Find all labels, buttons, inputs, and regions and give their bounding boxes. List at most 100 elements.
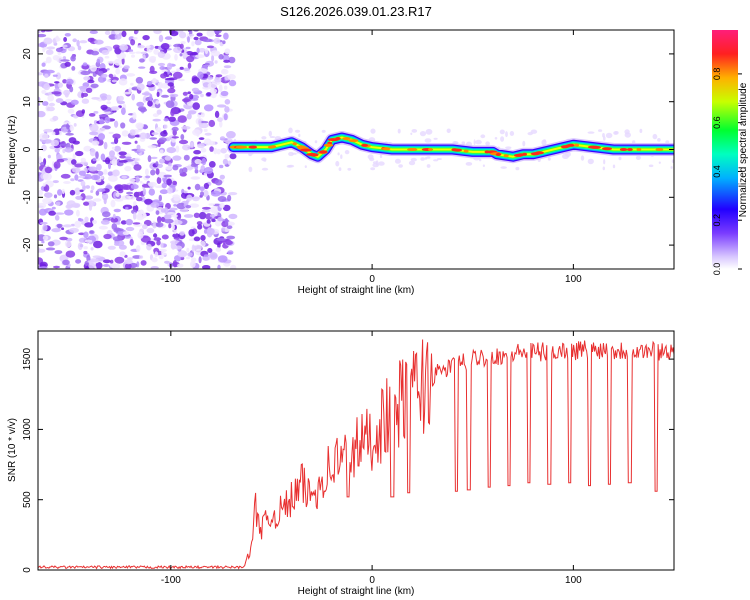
noise-speckle [65, 250, 76, 258]
noise-speckle [214, 110, 220, 118]
noise-speckle [199, 120, 209, 124]
noise-speckle [191, 41, 195, 47]
halo-speckle [424, 138, 432, 143]
noise-speckle [153, 237, 162, 241]
halo-speckle [598, 129, 603, 132]
noise-speckle [200, 147, 207, 153]
spectrogram-y-ticks: -20 -10 0 10 20 [22, 48, 674, 252]
noise-speckle [174, 53, 178, 61]
halo-speckle [473, 139, 476, 146]
noise-speckle [169, 30, 179, 37]
noise-speckle [230, 264, 237, 269]
noise-speckle [95, 262, 103, 269]
noise-speckle [203, 254, 209, 257]
halo-speckle [603, 136, 606, 141]
noise-speckle [43, 83, 51, 91]
noise-speckle [112, 169, 120, 177]
noise-speckle [92, 255, 102, 259]
noise-speckle [92, 157, 97, 162]
halo-speckle [505, 131, 508, 138]
noise-speckle [186, 247, 190, 253]
noise-speckle [114, 145, 121, 152]
noise-speckle [208, 161, 216, 168]
noise-speckle [150, 266, 159, 269]
noise-speckle [72, 167, 78, 173]
signal-hotspot [319, 150, 327, 154]
noise-speckle [200, 235, 206, 241]
noise-speckle [129, 239, 134, 246]
signal-hotspot [361, 143, 368, 147]
noise-speckle [155, 100, 160, 105]
noise-speckle [194, 158, 202, 165]
halo-speckle [671, 159, 674, 163]
noise-speckle [64, 98, 73, 104]
halo-speckle [465, 162, 473, 166]
noise-speckle [129, 129, 136, 136]
noise-speckle [41, 30, 46, 33]
spectrogram-x-tick-label: 0 [369, 274, 375, 285]
noise-speckle [69, 125, 75, 132]
noise-speckle [202, 255, 210, 261]
signal-hotspot [574, 143, 579, 147]
noise-speckle [60, 173, 71, 179]
noise-speckle [134, 157, 141, 162]
noise-speckle [167, 82, 174, 87]
halo-speckle [612, 164, 616, 169]
noise-speckle [46, 46, 56, 50]
noise-speckle [83, 250, 88, 255]
noise-speckle [102, 264, 110, 267]
noise-speckle [84, 222, 94, 228]
noise-speckle [112, 44, 121, 50]
noise-speckle [152, 222, 157, 229]
halo-speckle [410, 157, 417, 162]
noise-speckle [153, 247, 160, 254]
halo-speckle [411, 129, 418, 133]
noise-speckle [78, 217, 82, 221]
halo-speckle [658, 161, 661, 164]
noise-speckle [161, 94, 169, 98]
noise-speckle [178, 139, 189, 145]
noise-speckle [204, 48, 209, 55]
spectrogram-y-tick-label: 0 [22, 146, 33, 152]
halo-speckle [367, 154, 374, 160]
noise-speckle [75, 259, 82, 264]
noise-speckle [38, 110, 46, 118]
noise-speckle [103, 233, 112, 240]
noise-speckle [121, 57, 125, 65]
halo-speckle [587, 158, 594, 165]
noise-speckle [61, 188, 65, 195]
noise-speckle [191, 176, 199, 180]
noise-speckle [114, 228, 124, 232]
noise-speckle [89, 30, 98, 34]
noise-speckle [70, 99, 79, 106]
noise-speckle [160, 242, 164, 248]
signal-hotspot [503, 154, 509, 158]
noise-speckle [108, 175, 118, 182]
signal-hotspot [619, 148, 628, 151]
colorbar-tick-label: 0.2 [712, 214, 722, 227]
noise-speckle [81, 109, 86, 114]
halo-speckle [515, 166, 520, 171]
noise-speckle [204, 62, 210, 66]
noise-speckle [88, 262, 95, 269]
noise-speckle [124, 263, 132, 269]
noise-speckle [187, 91, 191, 95]
noise-speckle [78, 85, 88, 90]
noise-speckle [72, 140, 80, 145]
noise-speckle [222, 40, 226, 45]
noise-speckle [116, 221, 121, 225]
noise-speckle [197, 71, 204, 79]
noise-speckle [95, 190, 100, 196]
noise-speckle [189, 93, 194, 100]
noise-speckle [86, 254, 91, 262]
halo-speckle [453, 141, 459, 144]
noise-speckle [219, 120, 223, 128]
noise-speckle [161, 182, 167, 189]
noise-speckle [72, 153, 76, 160]
noise-speckle [41, 144, 47, 152]
spectrogram-y-tick-label: 10 [22, 96, 33, 108]
noise-speckle [55, 35, 59, 42]
noise-speckle [171, 136, 179, 139]
noise-speckle [103, 169, 108, 175]
